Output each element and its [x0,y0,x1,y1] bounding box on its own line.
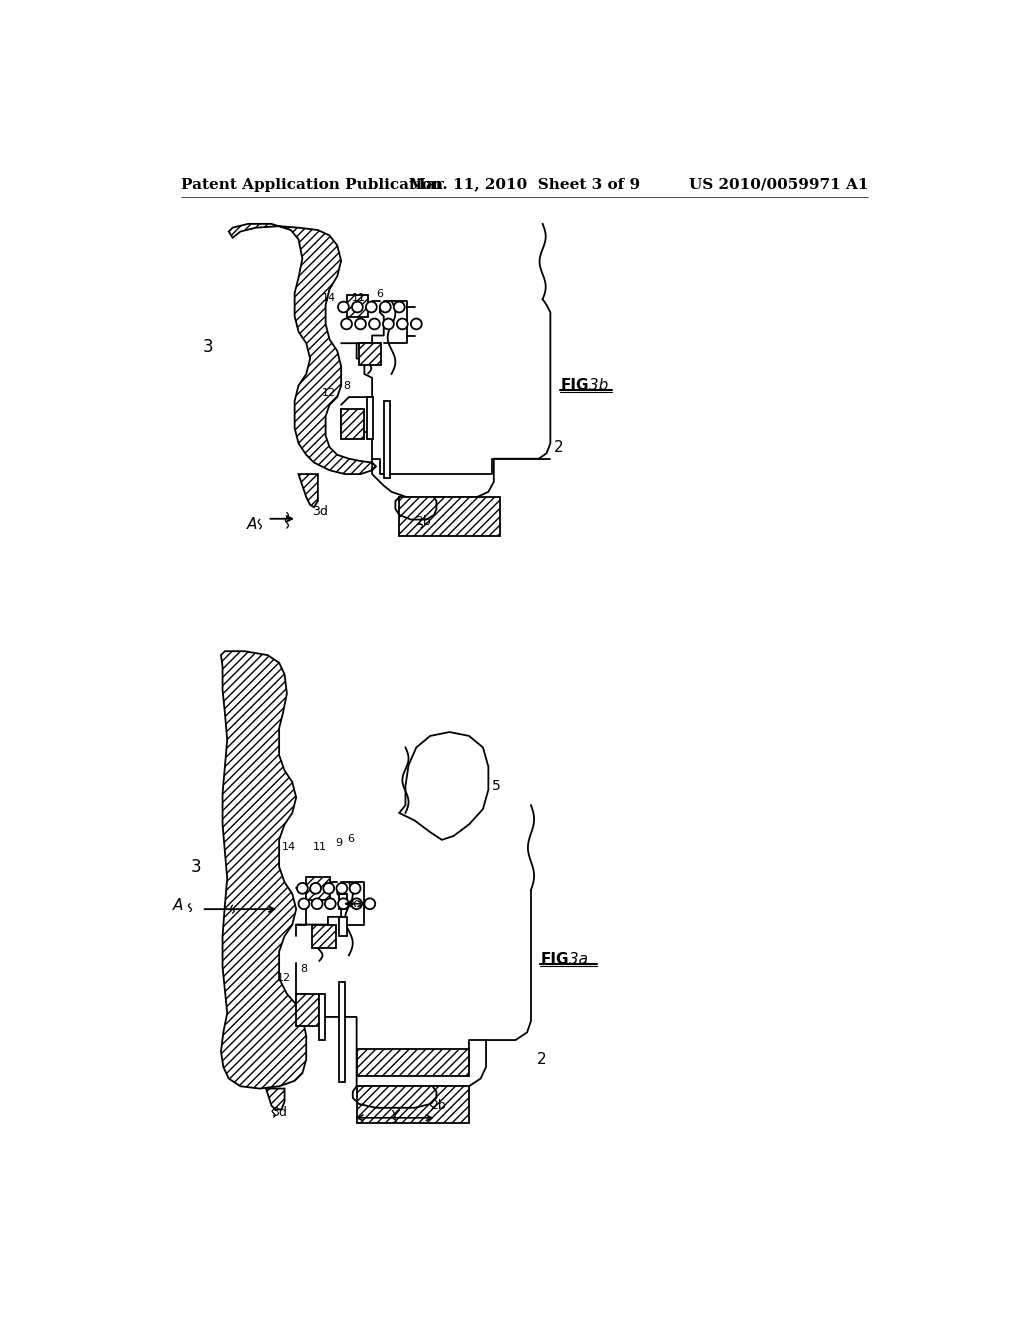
Circle shape [324,883,334,894]
Circle shape [365,899,375,909]
Text: 6: 6 [376,289,383,300]
Text: US 2010/0059971 A1: US 2010/0059971 A1 [688,178,868,191]
Circle shape [341,318,352,330]
Bar [339,982,345,1082]
Circle shape [351,899,362,909]
Text: 3: 3 [203,338,213,356]
Text: 14: 14 [322,293,336,304]
Text: 14: 14 [282,842,296,853]
Text: 3d: 3d [271,1106,288,1119]
Circle shape [411,318,422,330]
Bar [384,401,390,478]
Text: 6: 6 [347,834,354,845]
Text: Patent Application Publication: Patent Application Publication [180,178,442,191]
Circle shape [369,318,380,330]
Text: FIG: FIG [541,952,568,966]
Circle shape [299,899,309,909]
Text: 3a: 3a [564,952,589,966]
Text: Mar. 11, 2010  Sheet 3 of 9: Mar. 11, 2010 Sheet 3 of 9 [410,178,640,191]
Bar [359,343,381,364]
Text: Y: Y [390,1109,399,1123]
Polygon shape [299,474,317,507]
Text: 3: 3 [191,858,202,875]
Bar [306,876,330,900]
Text: FIG: FIG [560,378,589,393]
Circle shape [394,302,404,313]
Circle shape [338,899,349,909]
Bar [318,994,325,1040]
Text: 2b: 2b [430,1098,446,1111]
Circle shape [397,318,408,330]
Bar [339,917,346,936]
Bar [312,924,336,948]
Circle shape [355,318,366,330]
Text: A: A [247,517,257,532]
Bar [356,1086,469,1123]
Circle shape [349,883,360,894]
Text: 11: 11 [313,842,328,853]
Text: 8: 8 [343,380,350,391]
Text: 3b: 3b [584,378,608,393]
Bar [346,296,369,317]
Circle shape [338,302,349,313]
Circle shape [380,302,391,313]
Text: 8: 8 [300,964,307,974]
Bar [367,397,373,440]
Polygon shape [221,651,306,1089]
Circle shape [310,883,321,894]
Text: 12: 12 [322,388,336,399]
Text: x: x [349,896,356,909]
Text: 9: 9 [336,838,343,849]
Bar [341,409,365,440]
Polygon shape [399,733,488,840]
Bar [339,894,346,909]
Text: 2: 2 [554,440,564,454]
Circle shape [383,318,394,330]
Circle shape [366,302,377,313]
Circle shape [325,899,336,909]
Circle shape [297,883,308,894]
Bar [356,1049,469,1076]
Circle shape [352,302,362,313]
Bar [399,498,500,536]
Text: 3d: 3d [312,506,329,517]
Text: 12: 12 [276,973,291,982]
Text: 2: 2 [538,1052,547,1067]
Text: 2b: 2b [415,515,430,528]
Circle shape [311,899,323,909]
Polygon shape [266,1089,285,1109]
Circle shape [337,883,347,894]
Text: 11: 11 [352,293,366,304]
Text: A: A [173,898,183,913]
Bar [296,994,319,1026]
Polygon shape [228,224,376,474]
Text: 5: 5 [493,779,501,793]
